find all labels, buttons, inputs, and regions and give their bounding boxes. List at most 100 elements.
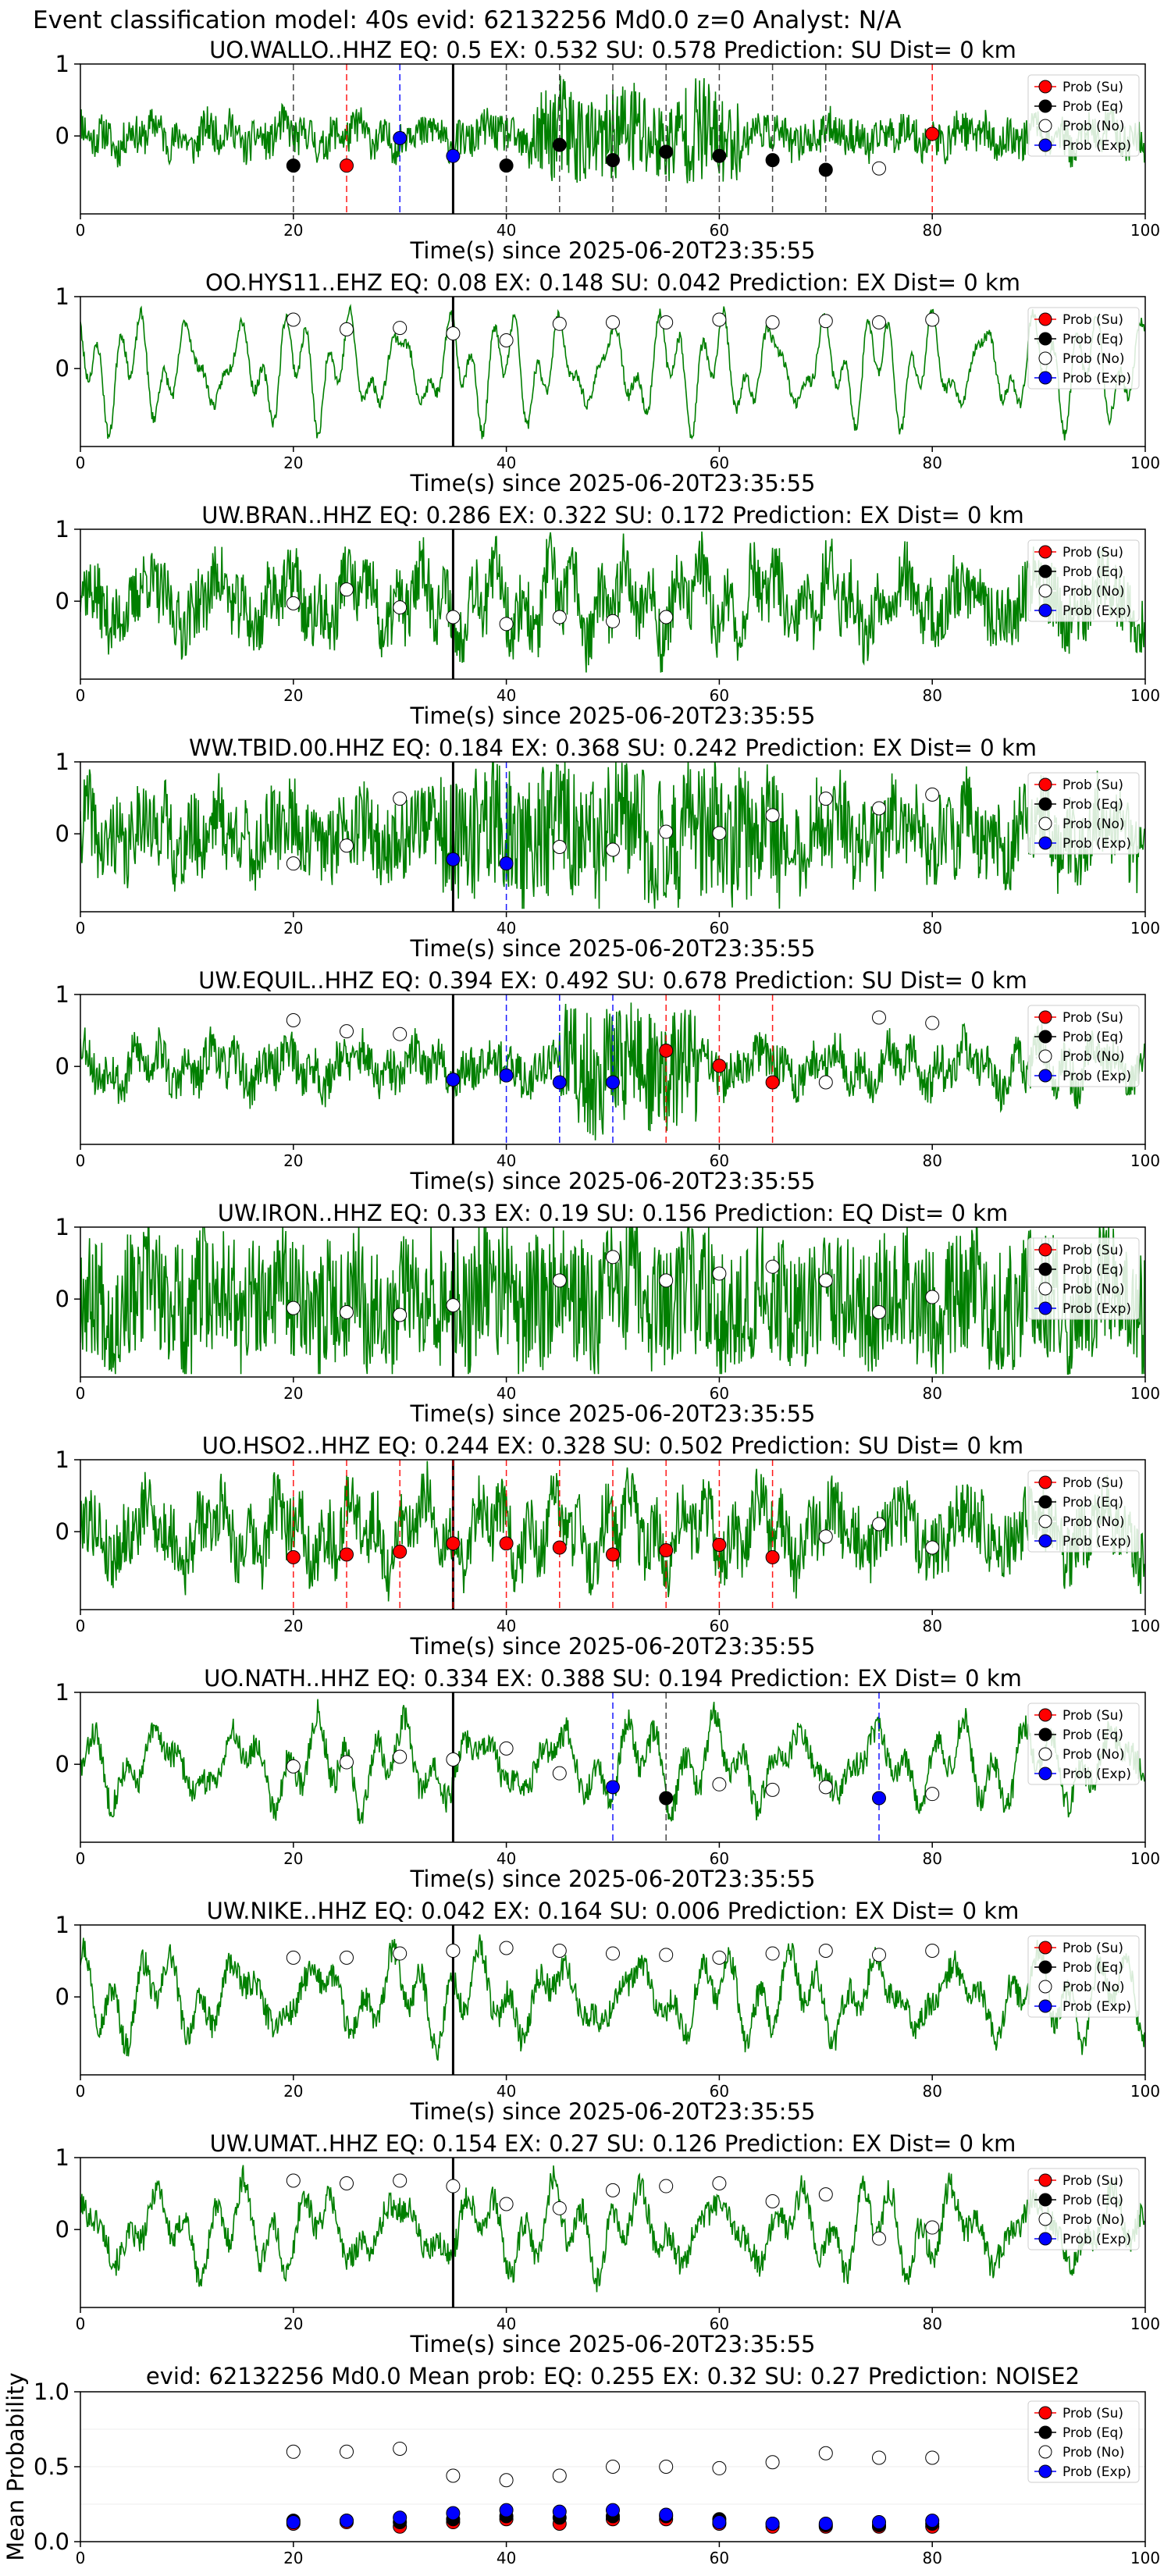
legend-marker: [1038, 603, 1052, 617]
x-axis-label: Time(s) since 2025-06-20T23:35:55: [410, 703, 816, 729]
x-tick-label: 100: [1130, 2549, 1160, 2567]
mean-prob-point: [925, 2450, 940, 2465]
mean-prob-point: [499, 2473, 514, 2488]
axes-frame: [80, 761, 1146, 913]
x-tick-label: 20: [283, 919, 303, 938]
x-tick-label: 20: [283, 2549, 303, 2567]
x-tick-label: 60: [710, 1617, 729, 1635]
station-panel: UW.IRON..HHZ EQ: 0.33 EX: 0.19 SU: 0.156…: [55, 1200, 1161, 1427]
legend-marker: [1038, 1475, 1052, 1489]
x-tick-label: 100: [1130, 454, 1160, 472]
probability-marker: [606, 842, 620, 857]
legend-box: [1027, 1935, 1140, 2018]
axes-frame: [80, 1692, 1146, 1843]
legend-marker: [1038, 1049, 1052, 1063]
panel-title: UO.HSO2..HHZ EQ: 0.244 EX: 0.328 SU: 0.5…: [202, 1432, 1023, 1459]
x-tick-label: 0: [76, 2549, 86, 2567]
legend: Prob (Su) Prob (Eq) Prob (No) Prob (Exp): [1027, 2400, 1140, 2483]
probability-marker: [286, 1013, 301, 1028]
legend-label: Prob (Exp): [1062, 2232, 1131, 2247]
mean-prob-point: [712, 2460, 727, 2475]
probability-marker: [393, 2173, 408, 2188]
legend-marker: [1038, 312, 1052, 326]
legend: Prob (Su) Prob (Eq) Prob (No) Prob (Exp): [1027, 307, 1140, 390]
probability-marker: [552, 316, 567, 331]
legend-marker: [1038, 1030, 1052, 1044]
probability-marker: [552, 137, 567, 152]
probability-marker: [872, 1010, 886, 1025]
waveform-trace: [80, 2165, 1145, 2293]
probability-marker: [712, 312, 727, 327]
legend-marker: [1038, 2464, 1052, 2478]
legend-marker: [1038, 564, 1052, 578]
x-tick-label: 20: [283, 686, 303, 705]
panel-title: UO.WALLO..HHZ EQ: 0.5 EX: 0.532 SU: 0.57…: [209, 37, 1016, 63]
legend-box: [1027, 1703, 1140, 1785]
x-tick-label: 80: [922, 1849, 941, 1868]
probability-marker: [340, 2176, 354, 2191]
x-axis-label: Time(s) since 2025-06-20T23:35:55: [410, 1866, 816, 1892]
probability-marker: [925, 1540, 940, 1555]
legend-marker: [1038, 1495, 1052, 1509]
panel-title: UW.UMAT..HHZ EQ: 0.154 EX: 0.27 SU: 0.12…: [210, 2130, 1016, 2157]
x-tick-label: 100: [1130, 1617, 1160, 1635]
probability-marker: [659, 1791, 674, 1806]
x-tick-label: 80: [922, 1151, 941, 1170]
x-tick-label: 100: [1130, 1849, 1160, 1868]
probability-marker: [340, 1024, 354, 1039]
probability-marker: [818, 1273, 833, 1288]
legend-marker: [1038, 1960, 1052, 1974]
probability-marker: [393, 1749, 408, 1764]
probability-marker: [872, 1948, 886, 1962]
station-panel: OO.HYS11..EHZ EQ: 0.08 EX: 0.148 SU: 0.0…: [55, 269, 1161, 496]
x-axis-label: Time(s) since 2025-06-20T23:35:55: [410, 935, 816, 962]
legend-marker: [1038, 1999, 1052, 2013]
legend-label: Prob (Exp): [1062, 371, 1131, 386]
legend: Prob (Su) Prob (Eq) Prob (No) Prob (Exp): [1027, 2168, 1140, 2250]
x-tick-label: 40: [497, 221, 516, 240]
legend-label: Prob (Eq): [1062, 1495, 1123, 1510]
probability-marker: [765, 315, 780, 330]
x-tick-label: 80: [922, 1617, 941, 1635]
legend-label: Prob (Exp): [1062, 1534, 1131, 1550]
legend-label: Prob (Exp): [1062, 1999, 1131, 2015]
probability-marker: [552, 1944, 567, 1959]
station-panel: UO.NATH..HHZ EQ: 0.334 EX: 0.388 SU: 0.1…: [55, 1665, 1161, 1892]
mean-prob-point: [286, 2515, 301, 2530]
y-tick-label: 1: [55, 51, 69, 77]
x-tick-label: 80: [922, 221, 941, 240]
probability-marker: [446, 610, 461, 624]
mean-prob-point: [446, 2506, 461, 2521]
mean-prob-point: [393, 2441, 408, 2456]
probability-marker: [818, 2187, 833, 2202]
legend-marker: [1038, 351, 1052, 365]
x-tick-label: 60: [710, 1151, 729, 1170]
probability-marker: [286, 1950, 301, 1965]
legend-label: Prob (Eq): [1062, 99, 1123, 115]
legend-marker: [1038, 119, 1052, 133]
mean-prob-point: [765, 2455, 780, 2470]
x-tick-label: 80: [922, 1384, 941, 1403]
legend-label: Prob (Su): [1062, 2173, 1123, 2189]
x-tick-label: 80: [922, 2082, 941, 2101]
legend-marker: [1038, 371, 1052, 385]
legend-box: [1027, 1005, 1140, 1087]
probability-marker: [286, 1550, 301, 1564]
probability-marker: [606, 1780, 620, 1795]
legend-marker: [1038, 2425, 1052, 2439]
probability-marker: [393, 1026, 408, 1041]
legend-marker: [1038, 2212, 1052, 2226]
x-tick-label: 0: [76, 454, 86, 472]
legend-label: Prob (Su): [1062, 1010, 1123, 1026]
probability-marker: [765, 808, 780, 823]
x-tick-label: 20: [283, 1617, 303, 1635]
probability-marker: [925, 787, 940, 802]
probability-marker: [393, 1308, 408, 1322]
probability-marker: [552, 1273, 567, 1288]
legend-label: Prob (Su): [1062, 1243, 1123, 1258]
axes-frame: [80, 994, 1146, 1145]
legend-marker: [1038, 2173, 1052, 2187]
y-tick-label: 0: [55, 588, 69, 614]
probability-marker: [712, 1059, 727, 1073]
